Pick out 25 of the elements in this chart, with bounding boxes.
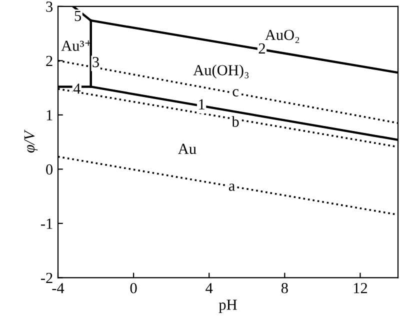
x-tick-label: 12 <box>354 283 368 294</box>
annotation: Au(OH)₃ <box>193 64 249 78</box>
x-tick-label: 4 <box>206 283 213 294</box>
annotation: 4 <box>73 84 80 94</box>
annotation: b <box>232 116 239 127</box>
annotation: c <box>232 89 238 96</box>
annotation: 1 <box>199 99 204 110</box>
annotation: Au³⁺ <box>61 40 92 51</box>
x-tick-label: 0 <box>130 282 137 294</box>
annotation: a <box>228 184 235 191</box>
x-tick-label: -4 <box>52 283 64 294</box>
y-tick-label: 1 <box>46 110 52 120</box>
annotation: Au <box>178 144 196 154</box>
y-axis-title: φ/V <box>24 130 38 153</box>
y-tick-label: -2 <box>40 272 52 283</box>
annotation: 3 <box>92 56 99 68</box>
annotation: AuO₂ <box>265 30 300 44</box>
x-tick-label: 8 <box>281 282 288 294</box>
y-tick-label: 3 <box>46 2 53 12</box>
y-tick-label: -1 <box>40 218 52 229</box>
x-axis-title: pH <box>218 300 237 314</box>
annotation: 2 <box>258 43 265 54</box>
y-tick-label: 0 <box>46 164 53 175</box>
annotation: 5 <box>74 10 82 22</box>
y-tick-label: 2 <box>46 56 52 66</box>
